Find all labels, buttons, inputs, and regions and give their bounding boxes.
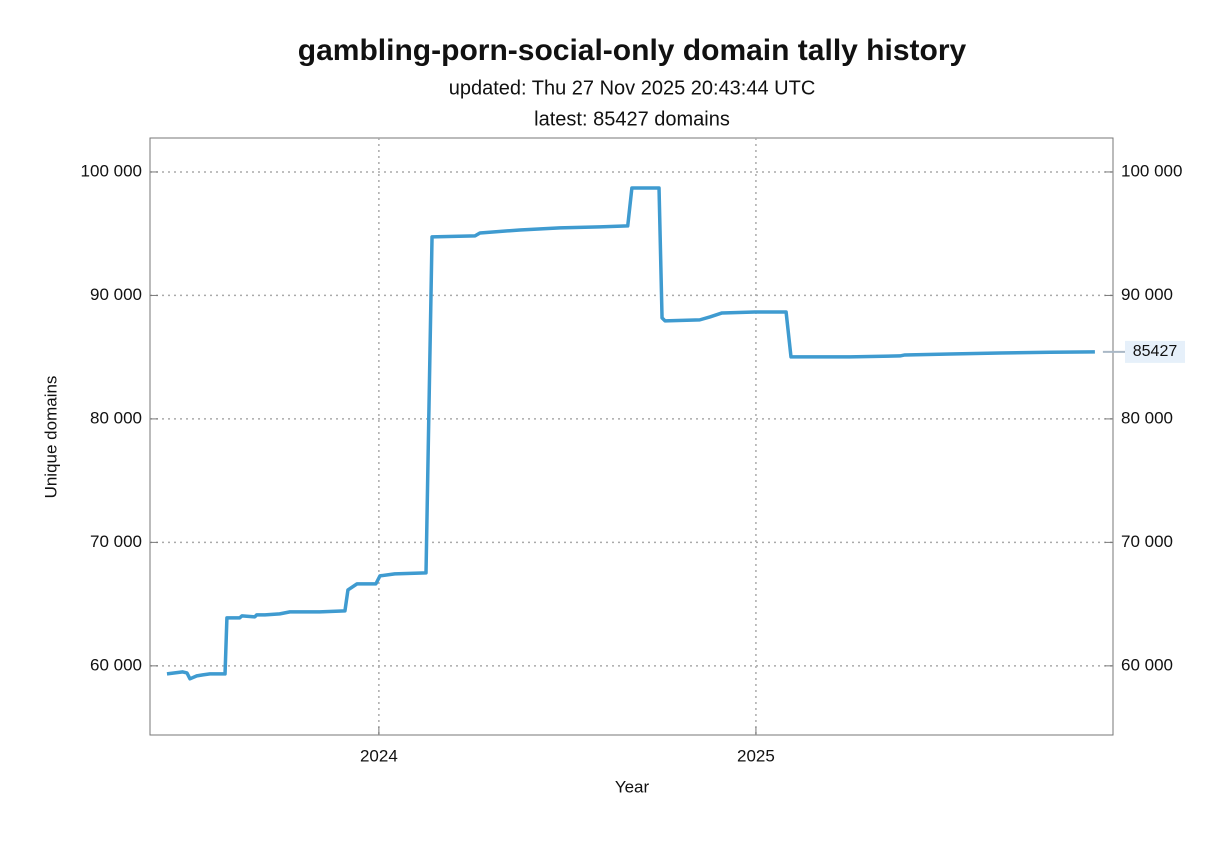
y-tick-label: 90 000 (90, 285, 142, 304)
y-axis-label: Unique domains (41, 376, 60, 499)
y-tick-label-right: 60 000 (1121, 655, 1173, 674)
x-axis-label: Year (615, 777, 650, 796)
y-tick-label-right: 100 000 (1121, 161, 1182, 180)
y-tick-label-right: 70 000 (1121, 532, 1173, 551)
latest-label-box (1125, 340, 1185, 363)
y-tick-label-right: 90 000 (1121, 285, 1173, 304)
data-line (166, 186, 1095, 681)
y-tick-label-right: 80 000 (1121, 408, 1173, 427)
latest-label: 85427 (1133, 343, 1178, 360)
y-tick-label: 80 000 (90, 408, 142, 427)
chart-annotation: latest: 85427 domains (534, 108, 730, 130)
x-tick-label: 2025 (737, 746, 775, 765)
plot-frame (149, 137, 1114, 736)
chart-title: gambling-porn-social-only domain tally h… (298, 34, 967, 67)
chart-subtitle: updated: Thu 27 Nov 2025 20:43:44 UTC (449, 77, 816, 99)
y-tick-label: 100 000 (81, 161, 142, 180)
y-tick-label: 70 000 (90, 532, 142, 551)
x-tick-label: 2024 (360, 746, 398, 765)
y-tick-label: 60 000 (90, 655, 142, 674)
